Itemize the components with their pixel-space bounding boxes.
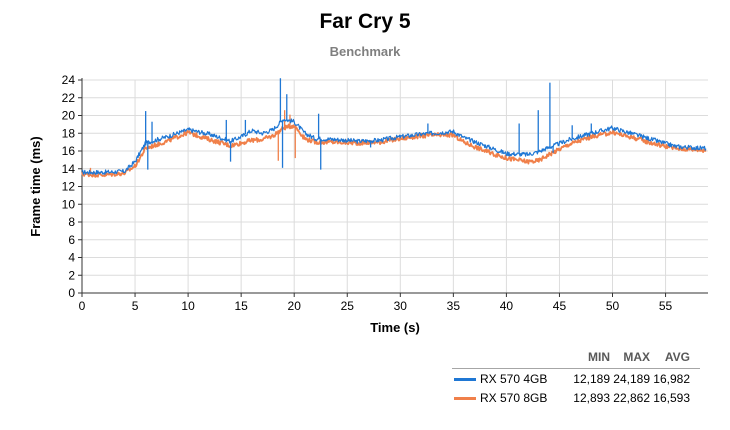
- y-tick-label: 8: [68, 215, 75, 229]
- x-tick-label: 40: [500, 299, 514, 313]
- legend-table: MIN MAX AVG RX 570 4GB 12,189 24,189 16,…: [452, 350, 700, 407]
- series-line-rx570-4gb: [81, 118, 707, 175]
- x-tick-label: 5: [132, 299, 139, 313]
- legend-series-name: RX 570 8GB: [480, 391, 548, 405]
- legend-min-value: 12,893: [573, 391, 610, 405]
- series-line-rx570-8gb: [81, 123, 707, 178]
- y-tick-label: 0: [68, 286, 75, 300]
- legend-swatch-rx570-8gb: [454, 396, 476, 400]
- x-axis-label: Time (s): [370, 320, 420, 335]
- legend-header-avg: AVG: [664, 350, 690, 364]
- x-tick-label: 30: [394, 299, 408, 313]
- legend-row: RX 570 8GB 12,893 22,862 16,593: [452, 389, 700, 407]
- x-tick-label: 55: [659, 299, 673, 313]
- y-tick-label: 20: [62, 109, 76, 123]
- legend-row: RX 570 4GB 12,189 24,189 16,982: [452, 370, 700, 388]
- legend-min-value: 12,189: [573, 372, 610, 386]
- x-tick-label: 50: [606, 299, 620, 313]
- legend-header: MIN MAX AVG: [452, 350, 700, 369]
- legend-max-value: 22,862: [613, 391, 650, 405]
- y-tick-label: 10: [62, 197, 76, 211]
- x-tick-label: 20: [288, 299, 302, 313]
- chart-title: Far Cry 5: [319, 10, 411, 33]
- x-tick-label: 15: [234, 299, 248, 313]
- y-tick-label: 14: [62, 162, 76, 176]
- legend-series-name: RX 570 4GB: [480, 372, 548, 386]
- y-axis-label: Frame time (ms): [28, 136, 43, 236]
- y-tick-label: 2: [68, 268, 75, 282]
- legend-swatch-rx570-4gb: [454, 377, 476, 381]
- legend-avg-value: 16,982: [653, 372, 690, 386]
- y-tick-label: 24: [62, 73, 76, 87]
- legend-header-min: MIN: [588, 350, 610, 364]
- x-tick-label: 35: [447, 299, 461, 313]
- y-tick-label: 18: [62, 126, 76, 140]
- y-tick-label: 4: [68, 251, 75, 265]
- y-tick-label: 6: [68, 233, 75, 247]
- legend-avg-value: 16,593: [653, 391, 690, 405]
- x-tick-label: 0: [79, 299, 86, 313]
- y-tick-label: 16: [62, 144, 76, 158]
- y-tick-label: 12: [62, 180, 76, 194]
- x-tick-label: 10: [181, 299, 195, 313]
- legend-max-value: 24,189: [613, 372, 650, 386]
- x-tick-label: 45: [553, 299, 567, 313]
- chart-subtitle: Benchmark: [329, 44, 401, 59]
- y-tick-label: 22: [62, 91, 76, 105]
- legend-header-max: MAX: [623, 350, 650, 364]
- x-tick-label: 25: [341, 299, 355, 313]
